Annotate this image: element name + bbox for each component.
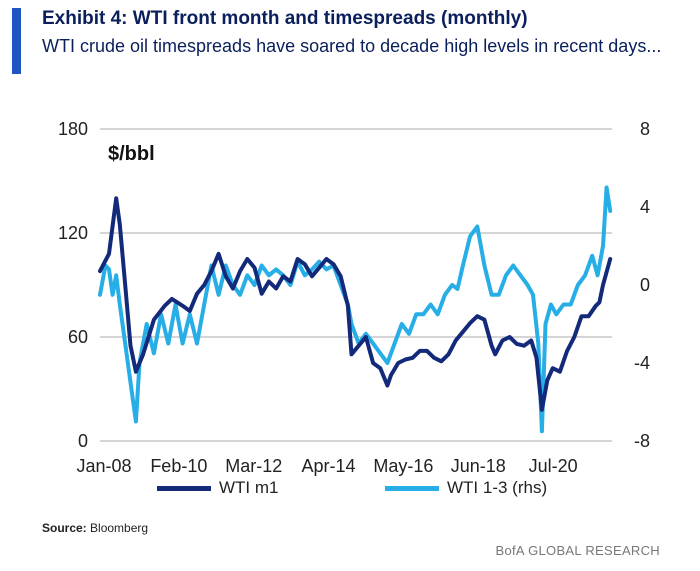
legend-item-wti-m1: WTI m1 bbox=[157, 478, 279, 498]
x-axis-ticks: Jan-08 Feb-10 Mar-12 Apr-14 May-16 Jun-18 Jul-… bbox=[76, 456, 577, 476]
y-tick-label-left: 120 bbox=[58, 223, 88, 243]
x-tick-label: May-16 bbox=[373, 456, 433, 476]
y-axis-right-ticks: -8 -4 0 4 8 bbox=[634, 119, 650, 451]
chart-subtitle: WTI crude oil timespreads have soared to… bbox=[42, 36, 662, 56]
x-tick-label: Feb-10 bbox=[150, 456, 207, 476]
line-chart: 0 60 120 180 -8 -4 0 4 8 Jan-08 Feb-10 Mar-12 Apr-… bbox=[58, 119, 650, 476]
legend-item-wti-1-3: WTI 1-3 (rhs) bbox=[385, 478, 547, 498]
series-line-wti-1-3 bbox=[98, 185, 613, 434]
series-line-wti-m1 bbox=[98, 196, 613, 412]
y-tick-label-left: 0 bbox=[78, 431, 88, 451]
y-tick-label-left: 180 bbox=[58, 119, 88, 139]
legend-swatch-wti-1-3 bbox=[385, 485, 439, 491]
source-value: Bloomberg bbox=[90, 521, 149, 535]
y-tick-label-right: 0 bbox=[640, 275, 650, 295]
y-tick-label-left: 60 bbox=[68, 327, 88, 347]
legend-label-wti-m1: WTI m1 bbox=[219, 478, 279, 497]
legend-label-wti-1-3: WTI 1-3 (rhs) bbox=[447, 478, 548, 497]
brand-footer: BofA GLOBAL RESEARCH bbox=[495, 543, 660, 558]
x-tick-label: Apr-14 bbox=[302, 456, 356, 476]
gridlines bbox=[100, 128, 612, 442]
chart-title: Exhibit 4: WTI front month and timesprea… bbox=[42, 8, 528, 29]
y-axis-left-ticks: 0 60 120 180 bbox=[58, 119, 88, 451]
y-axis-unit-label: $/bbl bbox=[108, 143, 155, 165]
accent-bar bbox=[12, 8, 21, 74]
y-tick-label-right: 4 bbox=[640, 197, 650, 217]
source-label: Source: bbox=[42, 521, 87, 535]
series-layer bbox=[98, 185, 613, 434]
y-tick-label-right: 8 bbox=[640, 119, 650, 139]
x-tick-label: Mar-12 bbox=[225, 456, 282, 476]
x-tick-label: Jun-18 bbox=[451, 456, 506, 476]
x-tick-label: Jul-20 bbox=[529, 456, 578, 476]
source-note: Source: Bloomberg bbox=[42, 521, 148, 535]
y-tick-label-right: -8 bbox=[634, 431, 650, 451]
x-tick-label: Jan-08 bbox=[76, 456, 131, 476]
y-tick-label-right: -4 bbox=[634, 353, 650, 373]
legend-swatch-wti-m1 bbox=[157, 485, 211, 491]
